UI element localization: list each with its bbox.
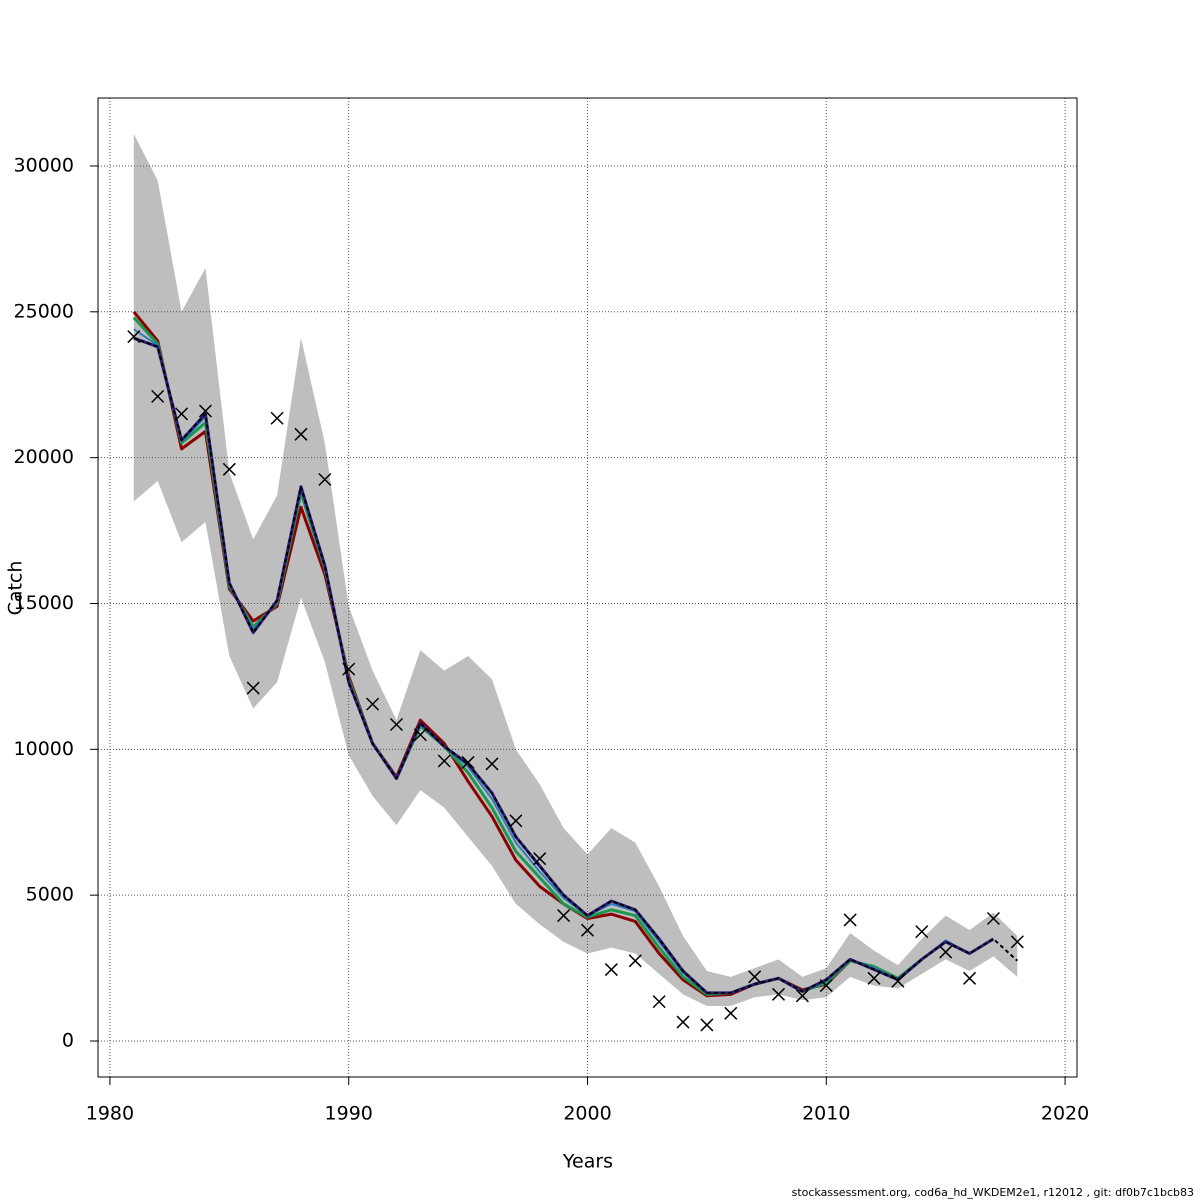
observed-point — [819, 979, 833, 993]
y-tick-label: 20000 — [14, 446, 74, 468]
observed-point — [175, 407, 189, 421]
observed-point — [127, 330, 141, 344]
footer: stockassessment.org, cod6a_hd_WKDEM2e1, … — [792, 1186, 1194, 1199]
observed-point — [1010, 935, 1024, 949]
series-line — [133, 337, 1018, 994]
observed-point — [843, 913, 857, 927]
observed-point — [748, 970, 762, 984]
observed-point — [700, 1018, 714, 1032]
x-tick-label: 1990 — [325, 1103, 373, 1125]
observed-point — [652, 995, 666, 1009]
x-tick-label: 2000 — [563, 1103, 611, 1125]
observed-point — [366, 697, 380, 711]
observed-point — [795, 989, 809, 1003]
observed-point — [222, 462, 236, 476]
observed-point — [198, 404, 212, 418]
x-tick-label: 2020 — [1041, 1103, 1089, 1125]
y-tick-label: 25000 — [14, 300, 74, 322]
observed-point — [509, 814, 523, 828]
observed-point — [461, 755, 475, 769]
observed-point — [342, 662, 356, 676]
observed-point — [891, 974, 905, 988]
observed-point — [389, 718, 404, 732]
observed-point — [294, 427, 308, 441]
confidence-band — [133, 133, 1018, 1007]
observed-point — [151, 389, 165, 403]
y-tick-label: 30000 — [14, 154, 74, 176]
observed-point — [437, 754, 451, 768]
observed-point — [246, 681, 260, 695]
y-tick-label: 10000 — [14, 738, 74, 760]
observed-point — [915, 925, 929, 939]
observed-point — [628, 954, 642, 968]
observed-point — [963, 971, 977, 985]
observed-point — [533, 852, 547, 866]
y-tick-label: 15000 — [14, 592, 74, 614]
observed-point — [724, 1006, 738, 1020]
observed-point — [867, 971, 881, 985]
observed-point — [413, 728, 427, 742]
observed-point — [270, 411, 284, 425]
x-tick-label: 1980 — [86, 1103, 134, 1125]
observed-point — [485, 757, 499, 771]
y-tick-label: 5000 — [26, 884, 74, 906]
y-axis-label: Catch — [5, 561, 27, 616]
observed-point — [939, 945, 953, 959]
x-tick-label: 2010 — [802, 1103, 850, 1125]
observed-point — [771, 987, 786, 1001]
observed-point — [604, 963, 618, 977]
x-axis-label: Years — [562, 1151, 613, 1173]
observed-point — [676, 1015, 690, 1029]
y-tick-label: 0 — [62, 1030, 74, 1052]
observed-point — [557, 909, 571, 923]
observed-point — [318, 472, 332, 487]
observed-point — [580, 923, 595, 937]
plot-frame — [97, 97, 1078, 1078]
observed-point — [986, 911, 1000, 926]
